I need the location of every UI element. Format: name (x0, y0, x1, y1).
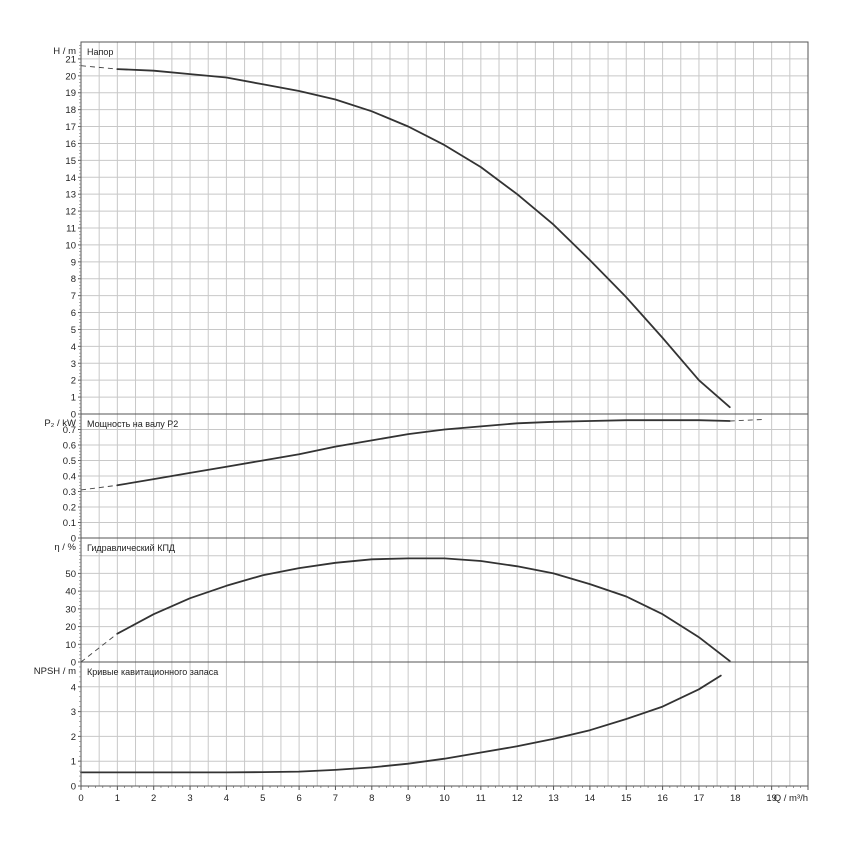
curve-power (116, 419, 731, 487)
x-tick-label: 6 (296, 793, 301, 804)
y-tick-label-head: 17 (65, 122, 76, 133)
y-tick-label-npsh: 1 (71, 757, 76, 768)
x-tick-label: 11 (476, 793, 486, 804)
y-tick-label-head: 11 (66, 224, 76, 235)
y-tick-label-efficiency: 10 (65, 640, 76, 651)
y-tick-label-npsh: 2 (71, 732, 76, 743)
y-tick-label-head: 10 (65, 240, 76, 251)
y-tick-label-head: 14 (65, 173, 76, 184)
y-tick-label-npsh: 3 (71, 707, 76, 718)
x-tick-label: 3 (187, 793, 192, 804)
x-tick-label: 19 (766, 793, 777, 804)
y-tick-label-head: 18 (65, 105, 76, 116)
y-tick-label-head: 20 (65, 71, 76, 82)
y-tick-label-power: 0.1 (63, 518, 76, 529)
y-tick-label-power: 0.7 (63, 425, 76, 436)
y-tick-label-head: 1 (71, 393, 76, 404)
x-tick-label: 14 (585, 793, 596, 804)
y-tick-label-head: 21 (65, 54, 76, 65)
curve-efficiency-extension (80, 633, 118, 663)
x-tick-label: 7 (333, 793, 338, 804)
y-tick-label-power: 0.3 (63, 487, 76, 498)
curve-efficiency (116, 557, 731, 662)
curve-head-extension (80, 65, 118, 70)
panel-title-npsh: Кривые кавитационного запаса (87, 667, 218, 677)
x-tick-label: 18 (730, 793, 741, 804)
x-tick-label: 16 (657, 793, 668, 804)
curve-npsh (80, 674, 722, 774)
y-tick-label-power: 0.5 (63, 456, 76, 467)
y-tick-label-efficiency: 40 (65, 587, 76, 598)
y-tick-label-head: 16 (65, 139, 76, 150)
x-tick-label: 1 (115, 793, 120, 804)
y-tick-label-efficiency: 0 (71, 658, 76, 669)
x-tick-label: 13 (548, 793, 559, 804)
curves (80, 65, 765, 774)
y-tick-label-head: 15 (65, 156, 76, 167)
y-tick-label-efficiency: 30 (65, 604, 76, 615)
y-tick-label-head: 12 (65, 207, 76, 218)
x-tick-label: 9 (406, 793, 411, 804)
y-tick-label-efficiency: 50 (65, 569, 76, 580)
y-tick-label-npsh: 4 (71, 682, 76, 693)
y-tick-label-head: 9 (71, 257, 76, 268)
y-tick-label-power: 0.6 (63, 441, 76, 452)
x-tick-label: 17 (694, 793, 705, 804)
panel-title-power: Мощность на валу P2 (87, 419, 178, 429)
y-tick-label-power: 0.4 (63, 472, 76, 483)
x-tick-label: 15 (621, 793, 632, 804)
y-tick-label-head: 4 (71, 342, 76, 353)
x-axis-label: Q / m³/h (774, 793, 808, 804)
curve-power-extension (80, 484, 118, 491)
x-tick-label: 0 (78, 793, 83, 804)
y-tick-label-head: 5 (71, 325, 76, 336)
y-tick-label-head: 19 (65, 88, 76, 99)
x-tick-label: 8 (369, 793, 374, 804)
y-tick-label-head: 3 (71, 359, 76, 370)
y-axis-label-power: P₂ / kW (44, 418, 76, 429)
y-axis-label-efficiency: η / % (54, 542, 76, 553)
panel-title-efficiency: Гидравлический КПД (87, 543, 175, 553)
y-tick-label-head: 8 (71, 274, 76, 285)
x-tick-label: 4 (224, 793, 229, 804)
y-axis-label-head: H / m (53, 46, 76, 57)
x-tick-label: 2 (151, 793, 156, 804)
y-tick-label-power: 0.2 (63, 503, 76, 514)
curve-power-extension (729, 418, 765, 422)
y-tick-label-efficiency: 20 (65, 622, 76, 633)
y-tick-label-head: 2 (71, 376, 76, 387)
x-tick-label: 5 (260, 793, 265, 804)
y-tick-label-head: 7 (71, 291, 76, 302)
y-tick-label-head: 6 (71, 308, 76, 319)
x-tick-label: 12 (512, 793, 523, 804)
y-tick-label-head: 0 (71, 410, 76, 421)
y-tick-label-power: 0 (71, 534, 76, 545)
y-tick-label-npsh: 0 (71, 782, 76, 793)
panel-title-head: Напор (87, 47, 113, 57)
y-tick-label-head: 13 (65, 190, 76, 201)
curve-head (116, 68, 731, 409)
x-tick-label: 10 (439, 793, 450, 804)
y-axis-label-npsh: NPSH / m (34, 666, 76, 677)
